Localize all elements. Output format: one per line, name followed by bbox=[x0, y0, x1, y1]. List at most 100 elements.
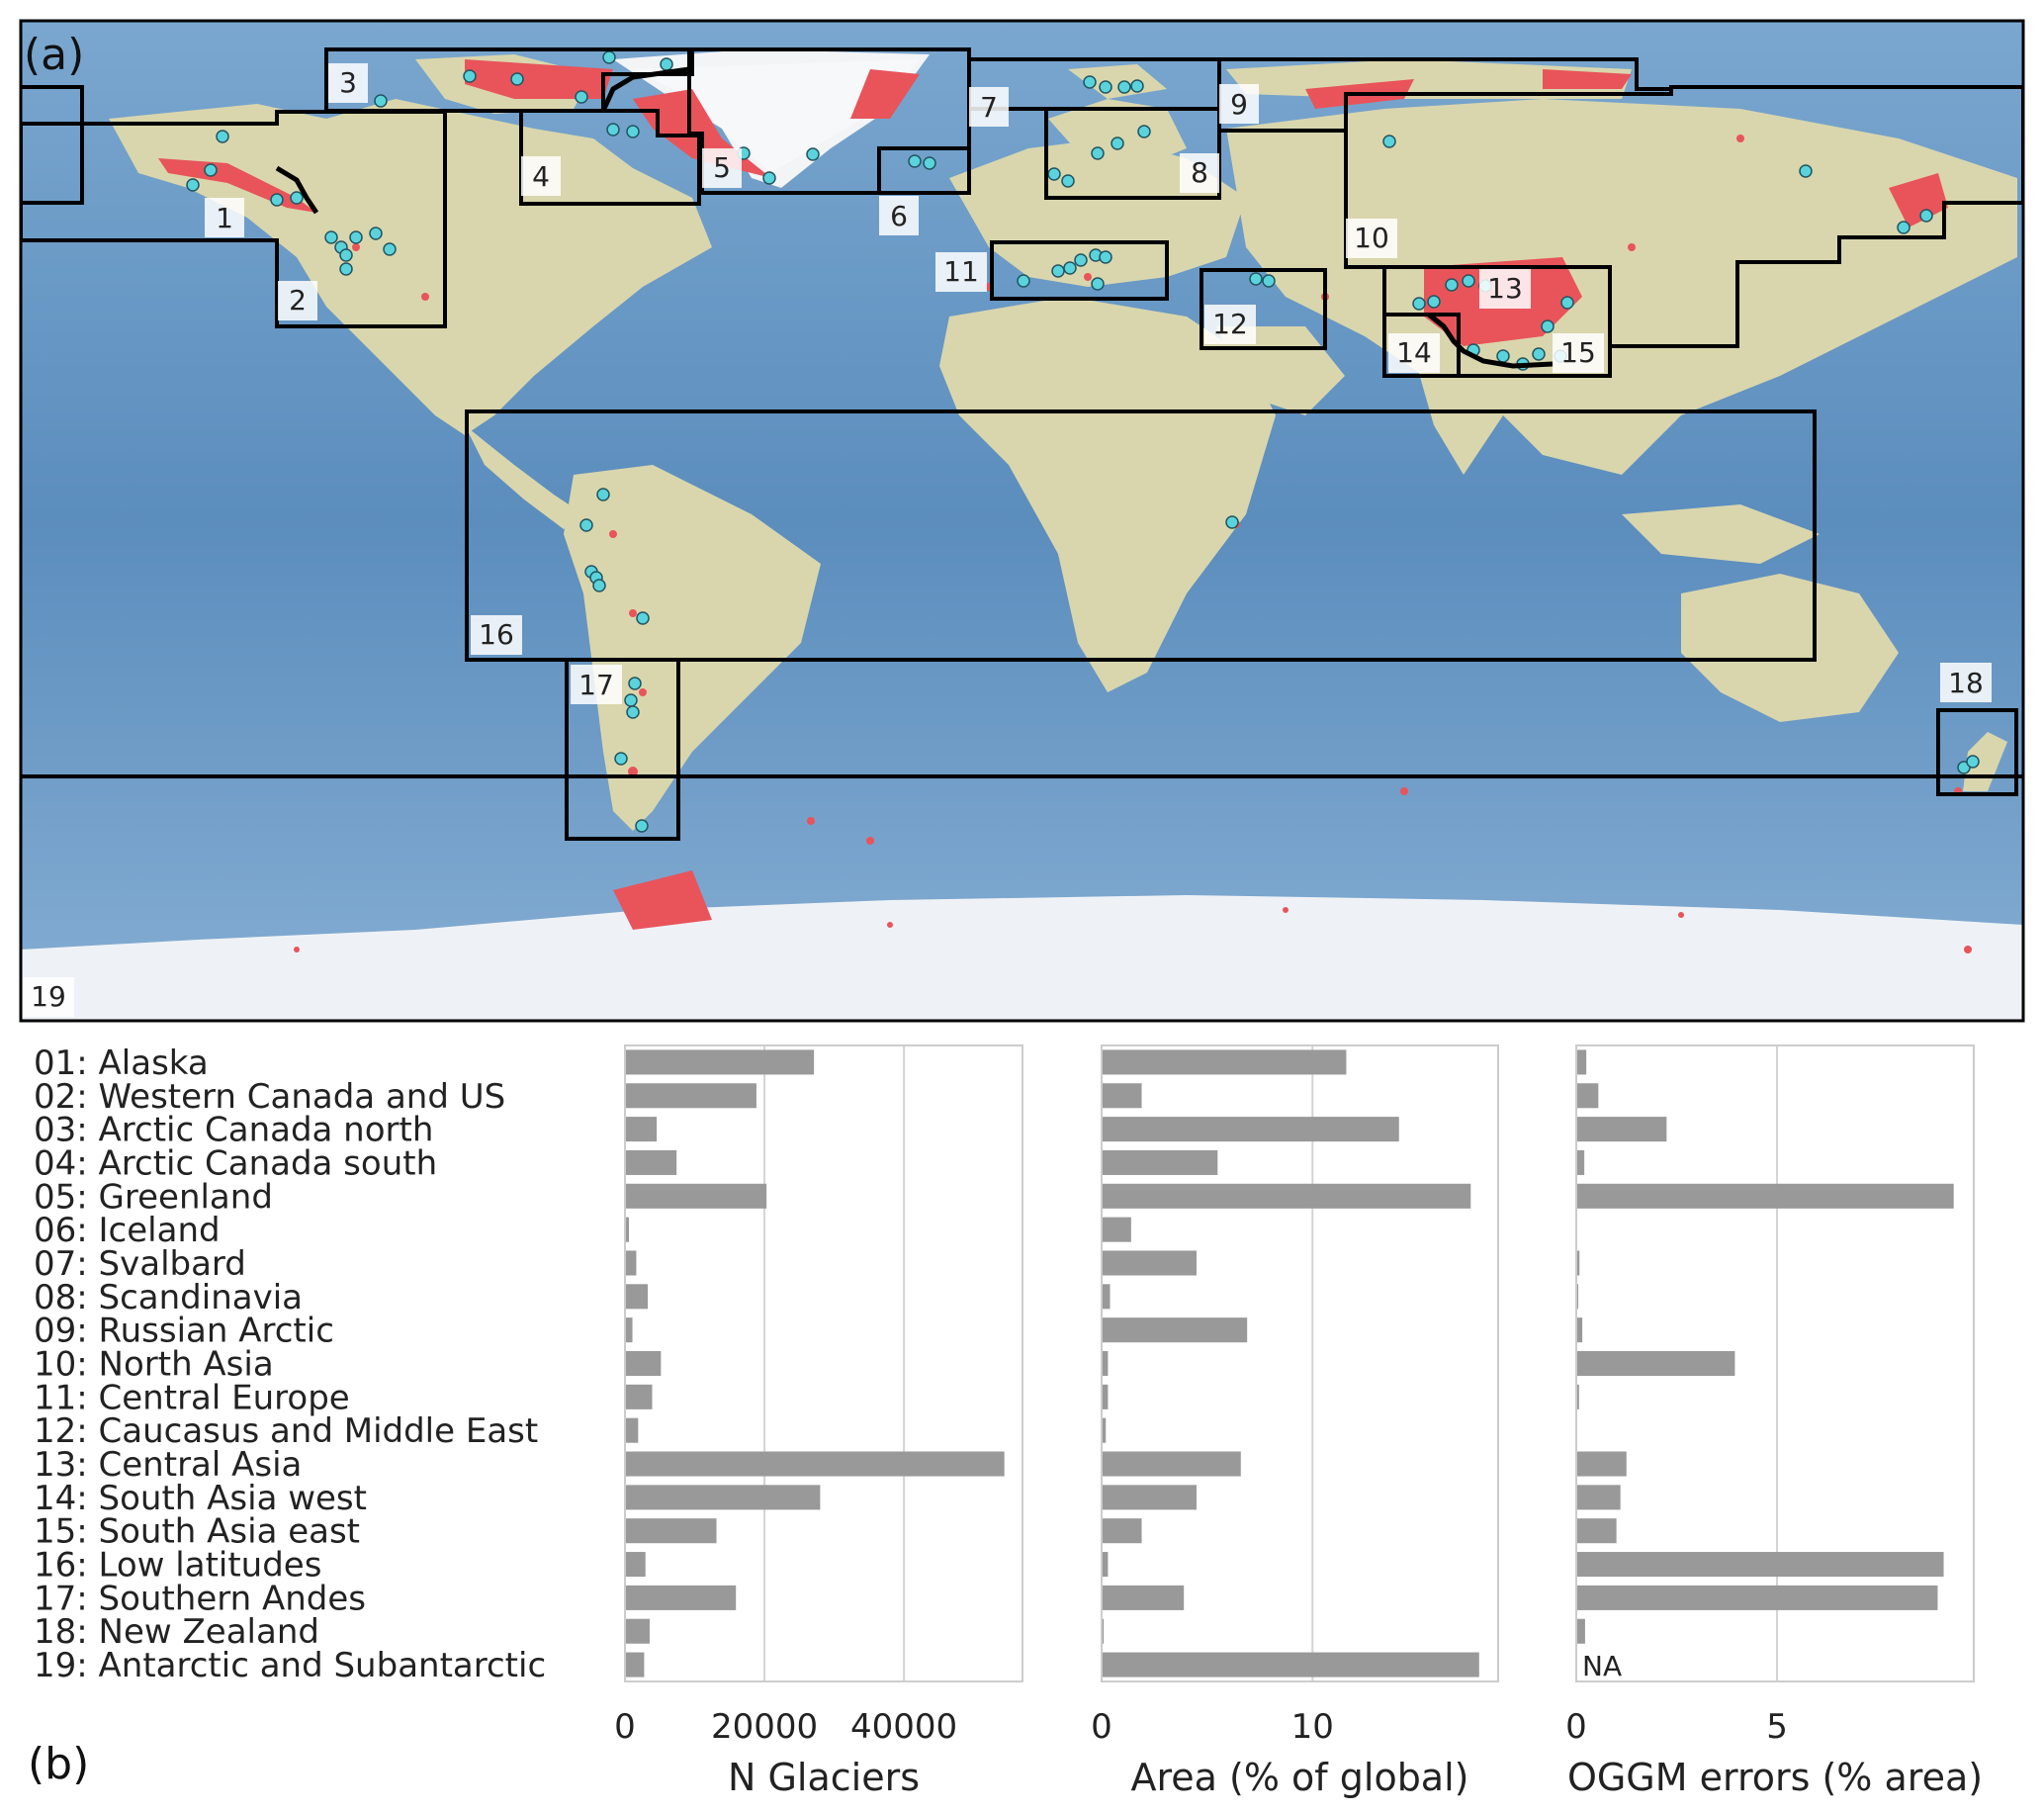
site-marker bbox=[1083, 75, 1097, 89]
antarctica bbox=[21, 895, 2023, 1021]
glacier-dot bbox=[294, 947, 300, 952]
site-marker bbox=[1496, 349, 1510, 363]
site-marker bbox=[1099, 250, 1112, 264]
site-marker bbox=[1462, 274, 1475, 288]
category-label: 07: Svalbard bbox=[34, 1244, 246, 1284]
site-marker bbox=[1427, 295, 1441, 309]
bar bbox=[1102, 1485, 1197, 1510]
bar bbox=[1576, 1083, 1599, 1109]
panel-a-label: (a) bbox=[24, 30, 84, 80]
landmass-australia bbox=[1681, 574, 1899, 722]
category-label: 05: Greenland bbox=[34, 1177, 273, 1217]
plot-frame bbox=[624, 1044, 1023, 1682]
site-marker bbox=[349, 230, 363, 244]
site-marker bbox=[1799, 164, 1813, 178]
landmass-central-america bbox=[465, 425, 583, 529]
region-label-12: 12 bbox=[1204, 305, 1256, 344]
bar bbox=[625, 1149, 677, 1175]
site-marker bbox=[1225, 515, 1239, 529]
bar bbox=[625, 1183, 767, 1209]
site-marker bbox=[1091, 277, 1105, 291]
svg-text:2: 2 bbox=[289, 284, 307, 317]
region-boundaries bbox=[21, 47, 2023, 841]
region-label-5: 5 bbox=[702, 148, 742, 188]
region-labels: 1 2 3 4 5 6 7 8 9 10 11 12 13 14 15 16 1… bbox=[23, 63, 1992, 1017]
x-tick-label: 20000 bbox=[711, 1707, 818, 1747]
site-marker bbox=[369, 227, 383, 240]
bar bbox=[1102, 1117, 1399, 1142]
site-marker bbox=[575, 90, 588, 104]
landmass-scandinavia bbox=[1048, 99, 1187, 168]
na-annotation: NA bbox=[1582, 1650, 1622, 1682]
bar bbox=[625, 1384, 653, 1409]
glacier-dot bbox=[352, 243, 360, 251]
site-marker bbox=[1130, 79, 1144, 93]
landmass-asia bbox=[1226, 99, 2017, 475]
site-marker bbox=[383, 242, 397, 256]
region-label-17: 17 bbox=[571, 665, 622, 704]
category-label: 16: Low latitudes bbox=[34, 1546, 321, 1586]
x-tick-label: 10 bbox=[1291, 1707, 1334, 1747]
svg-text:5: 5 bbox=[713, 151, 731, 184]
region-thick-lines bbox=[275, 66, 1554, 369]
x-tick-label: 0 bbox=[1091, 1707, 1112, 1747]
landmass-africa bbox=[939, 297, 1276, 692]
region-16-boundary bbox=[465, 409, 1817, 662]
svg-text:3: 3 bbox=[339, 66, 357, 99]
landmass-india bbox=[1414, 356, 1503, 475]
svg-text:7: 7 bbox=[980, 91, 998, 124]
site-marker bbox=[635, 819, 649, 833]
bar bbox=[625, 1117, 658, 1142]
bar bbox=[1102, 1518, 1142, 1544]
category-label: 14: South Asia west bbox=[34, 1479, 367, 1518]
bar bbox=[1576, 1585, 1938, 1610]
site-marker bbox=[1047, 167, 1061, 181]
site-marker bbox=[1249, 272, 1263, 286]
site-marker bbox=[270, 193, 284, 207]
bar bbox=[625, 1585, 737, 1610]
bar bbox=[625, 1518, 717, 1544]
greenland-ice-sheet bbox=[633, 59, 920, 173]
site-marker bbox=[624, 693, 638, 707]
bar-panel-1: 0 20000 40000 N Glaciers bbox=[614, 1044, 1023, 1799]
x-axis-title: OGGM errors (% area) bbox=[1567, 1756, 1983, 1799]
category-label: 12: Caucasus and Middle East bbox=[34, 1411, 538, 1451]
bar bbox=[1576, 1284, 1579, 1310]
bar bbox=[625, 1652, 645, 1678]
map-frame bbox=[19, 19, 2025, 1023]
bar-panels: 0 20000 40000 N Glaciers 0 10 Area (% of globa… bbox=[614, 1044, 1983, 1799]
site-marker bbox=[186, 178, 200, 192]
bar bbox=[625, 1217, 630, 1242]
svg-text:8: 8 bbox=[1191, 156, 1208, 189]
site-marker bbox=[1541, 319, 1555, 333]
svg-text:17: 17 bbox=[578, 669, 614, 701]
region-label-18: 18 bbox=[1940, 663, 1992, 702]
site-marker bbox=[923, 156, 936, 170]
bar bbox=[1576, 1518, 1617, 1544]
bar bbox=[625, 1350, 662, 1377]
category-label: 17: Southern Andes bbox=[34, 1579, 366, 1618]
x-axis-title: N Glaciers bbox=[728, 1756, 920, 1799]
svg-text:1: 1 bbox=[216, 202, 233, 234]
site-marker bbox=[762, 171, 776, 185]
category-label: 15: South Asia east bbox=[34, 1512, 360, 1552]
glacier-cluster-greenland-east bbox=[850, 69, 920, 119]
category-label: 10: North Asia bbox=[34, 1345, 274, 1385]
site-marker bbox=[339, 248, 353, 262]
region-17-boundary bbox=[565, 658, 680, 841]
bar bbox=[1576, 1117, 1667, 1142]
boundary-1-2 bbox=[275, 165, 319, 215]
site-marker bbox=[1382, 135, 1396, 148]
site-marker bbox=[339, 262, 353, 276]
svg-text:6: 6 bbox=[890, 200, 908, 232]
svg-text:12: 12 bbox=[1212, 308, 1248, 340]
region-13-boundary bbox=[1382, 265, 1612, 378]
svg-text:19: 19 bbox=[31, 980, 66, 1013]
bar bbox=[1102, 1217, 1131, 1242]
site-marker bbox=[1063, 261, 1077, 275]
glacier-dot bbox=[628, 767, 638, 776]
bar bbox=[1102, 1552, 1109, 1578]
site-marker bbox=[596, 488, 610, 501]
bar bbox=[1102, 1618, 1105, 1644]
bar-panel-2: 0 10 Area (% of global) bbox=[1091, 1044, 1499, 1799]
